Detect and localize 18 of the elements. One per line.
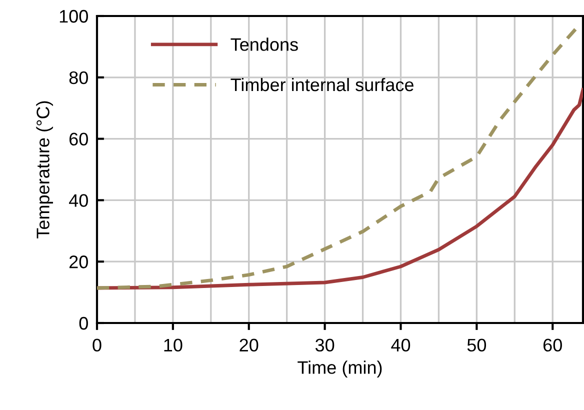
y-tick-label: 100 [60,10,88,23]
x-tick-label: 20 [240,338,258,352]
x-tick-label: 10 [164,338,182,352]
y-tick-label: 0 [79,316,88,330]
y-tick-label: 80 [69,71,88,84]
x-tick-label: 40 [391,338,410,352]
y-tick-label: 60 [70,132,88,146]
x-tick-label: 30 [315,338,334,352]
y-axis-title: Temperature (°C) [36,101,53,238]
legend-label: Tendons [230,38,298,51]
x-tick-label: 0 [92,338,102,352]
x-axis-title: Time (min) [298,360,382,378]
y-tick-label: 20 [69,256,88,268]
x-tick-label: 50 [467,338,486,352]
x-tick-label: 60 [544,338,562,352]
line-series [97,25,580,290]
legend-label: Timber internal surface [230,78,414,92]
y-tick-label: 40 [69,194,88,207]
